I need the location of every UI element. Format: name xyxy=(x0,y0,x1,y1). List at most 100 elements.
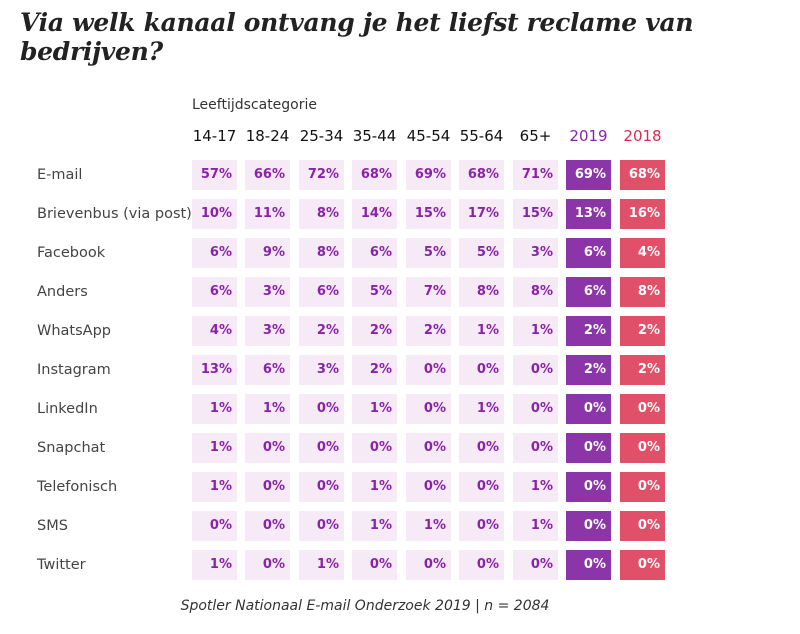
footer-source: Spotler Nationaal E-mail Onderzoek 2019 … xyxy=(180,598,550,614)
table-cell: 15% xyxy=(406,199,451,229)
row-label: E-mail xyxy=(37,167,83,183)
row-label: WhatsApp xyxy=(37,323,111,339)
table-cell: 0% xyxy=(459,355,504,385)
table-cell: 1% xyxy=(513,316,558,346)
table-cell: 1% xyxy=(352,394,397,424)
row-label: SMS xyxy=(37,518,68,534)
table-cell: 0% xyxy=(513,433,558,463)
table-cell: 1% xyxy=(459,394,504,424)
table-cell: 1% xyxy=(513,511,558,541)
row-label: Twitter xyxy=(37,557,86,573)
table-cell: 1% xyxy=(406,511,451,541)
table-cell: 6% xyxy=(192,238,237,268)
table-cell: 1% xyxy=(513,472,558,502)
table-cell: 1% xyxy=(352,472,397,502)
table-cell: 0% xyxy=(620,394,665,424)
table-cell: 4% xyxy=(192,316,237,346)
table-cell: 0% xyxy=(620,472,665,502)
table-cell: 0% xyxy=(406,433,451,463)
row-label: Brievenbus (via post) xyxy=(37,206,192,222)
table-cell: 13% xyxy=(566,199,611,229)
table-cell: 0% xyxy=(406,472,451,502)
table-cell: 0% xyxy=(459,433,504,463)
table-cell: 0% xyxy=(620,433,665,463)
table-cell: 2% xyxy=(406,316,451,346)
table-cell: 68% xyxy=(352,160,397,190)
table-cell: 6% xyxy=(566,277,611,307)
table-cell: 7% xyxy=(406,277,451,307)
table-cell: 3% xyxy=(245,277,290,307)
table-cell: 5% xyxy=(352,277,397,307)
table-cell: 0% xyxy=(352,550,397,580)
table-cell: 0% xyxy=(566,394,611,424)
table-cell: 8% xyxy=(299,238,344,268)
row-label: Facebook xyxy=(37,245,106,261)
table-cell: 0% xyxy=(352,433,397,463)
table-cell: 0% xyxy=(513,394,558,424)
table-cell: 0% xyxy=(245,472,290,502)
table-cell: 17% xyxy=(459,199,504,229)
table-cell: 1% xyxy=(459,316,504,346)
table-cell: 0% xyxy=(513,355,558,385)
table-cell: 13% xyxy=(192,355,237,385)
table-cell: 0% xyxy=(406,355,451,385)
table-cell: 0% xyxy=(566,433,611,463)
table-cell: 8% xyxy=(299,199,344,229)
table-cell: 68% xyxy=(459,160,504,190)
table-cell: 0% xyxy=(299,472,344,502)
table-cell: 6% xyxy=(245,355,290,385)
column-header: 55-64 xyxy=(459,127,504,145)
table-cell: 10% xyxy=(192,199,237,229)
table-cell: 0% xyxy=(513,550,558,580)
table-cell: 2% xyxy=(620,355,665,385)
table-cell: 6% xyxy=(299,277,344,307)
table-cell: 0% xyxy=(620,511,665,541)
column-header: 18-24 xyxy=(245,127,290,145)
table-cell: 0% xyxy=(566,511,611,541)
table-cell: 5% xyxy=(459,238,504,268)
table-cell: 0% xyxy=(192,511,237,541)
table-cell: 0% xyxy=(459,511,504,541)
table-cell: 6% xyxy=(192,277,237,307)
row-label: LinkedIn xyxy=(37,401,98,417)
chart-title: Via welk kanaal ontvang je het liefst re… xyxy=(20,8,694,66)
table-cell: 1% xyxy=(192,433,237,463)
column-header: 65+ xyxy=(519,127,552,145)
table-cell: 0% xyxy=(566,550,611,580)
table-cell: 1% xyxy=(192,472,237,502)
table-cell: 69% xyxy=(406,160,451,190)
table-cell: 6% xyxy=(352,238,397,268)
column-header: 14-17 xyxy=(192,127,237,145)
table-cell: 9% xyxy=(245,238,290,268)
row-label: Instagram xyxy=(37,362,111,378)
table-cell: 0% xyxy=(566,472,611,502)
table-cell: 0% xyxy=(299,394,344,424)
table-cell: 0% xyxy=(406,394,451,424)
table-cell: 66% xyxy=(245,160,290,190)
table-cell: 8% xyxy=(620,277,665,307)
table-cell: 16% xyxy=(620,199,665,229)
table-cell: 72% xyxy=(299,160,344,190)
row-label: Snapchat xyxy=(37,440,106,456)
table-cell: 8% xyxy=(513,277,558,307)
table-cell: 0% xyxy=(245,511,290,541)
table-cell: 1% xyxy=(245,394,290,424)
column-header: 45-54 xyxy=(406,127,451,145)
table-cell: 4% xyxy=(620,238,665,268)
row-label: Telefonisch xyxy=(37,479,118,495)
table-cell: 1% xyxy=(352,511,397,541)
table-cell: 14% xyxy=(352,199,397,229)
table-cell: 0% xyxy=(459,550,504,580)
table-cell: 1% xyxy=(192,550,237,580)
column-header: 35-44 xyxy=(352,127,397,145)
table-cell: 2% xyxy=(620,316,665,346)
table-cell: 2% xyxy=(352,316,397,346)
table-cell: 3% xyxy=(245,316,290,346)
table-cell: 69% xyxy=(566,160,611,190)
table-cell: 3% xyxy=(299,355,344,385)
table-cell: 2% xyxy=(352,355,397,385)
group-label: Leeftijdscategorie xyxy=(192,97,318,113)
table-cell: 11% xyxy=(245,199,290,229)
table-cell: 0% xyxy=(406,550,451,580)
table-cell: 2% xyxy=(299,316,344,346)
